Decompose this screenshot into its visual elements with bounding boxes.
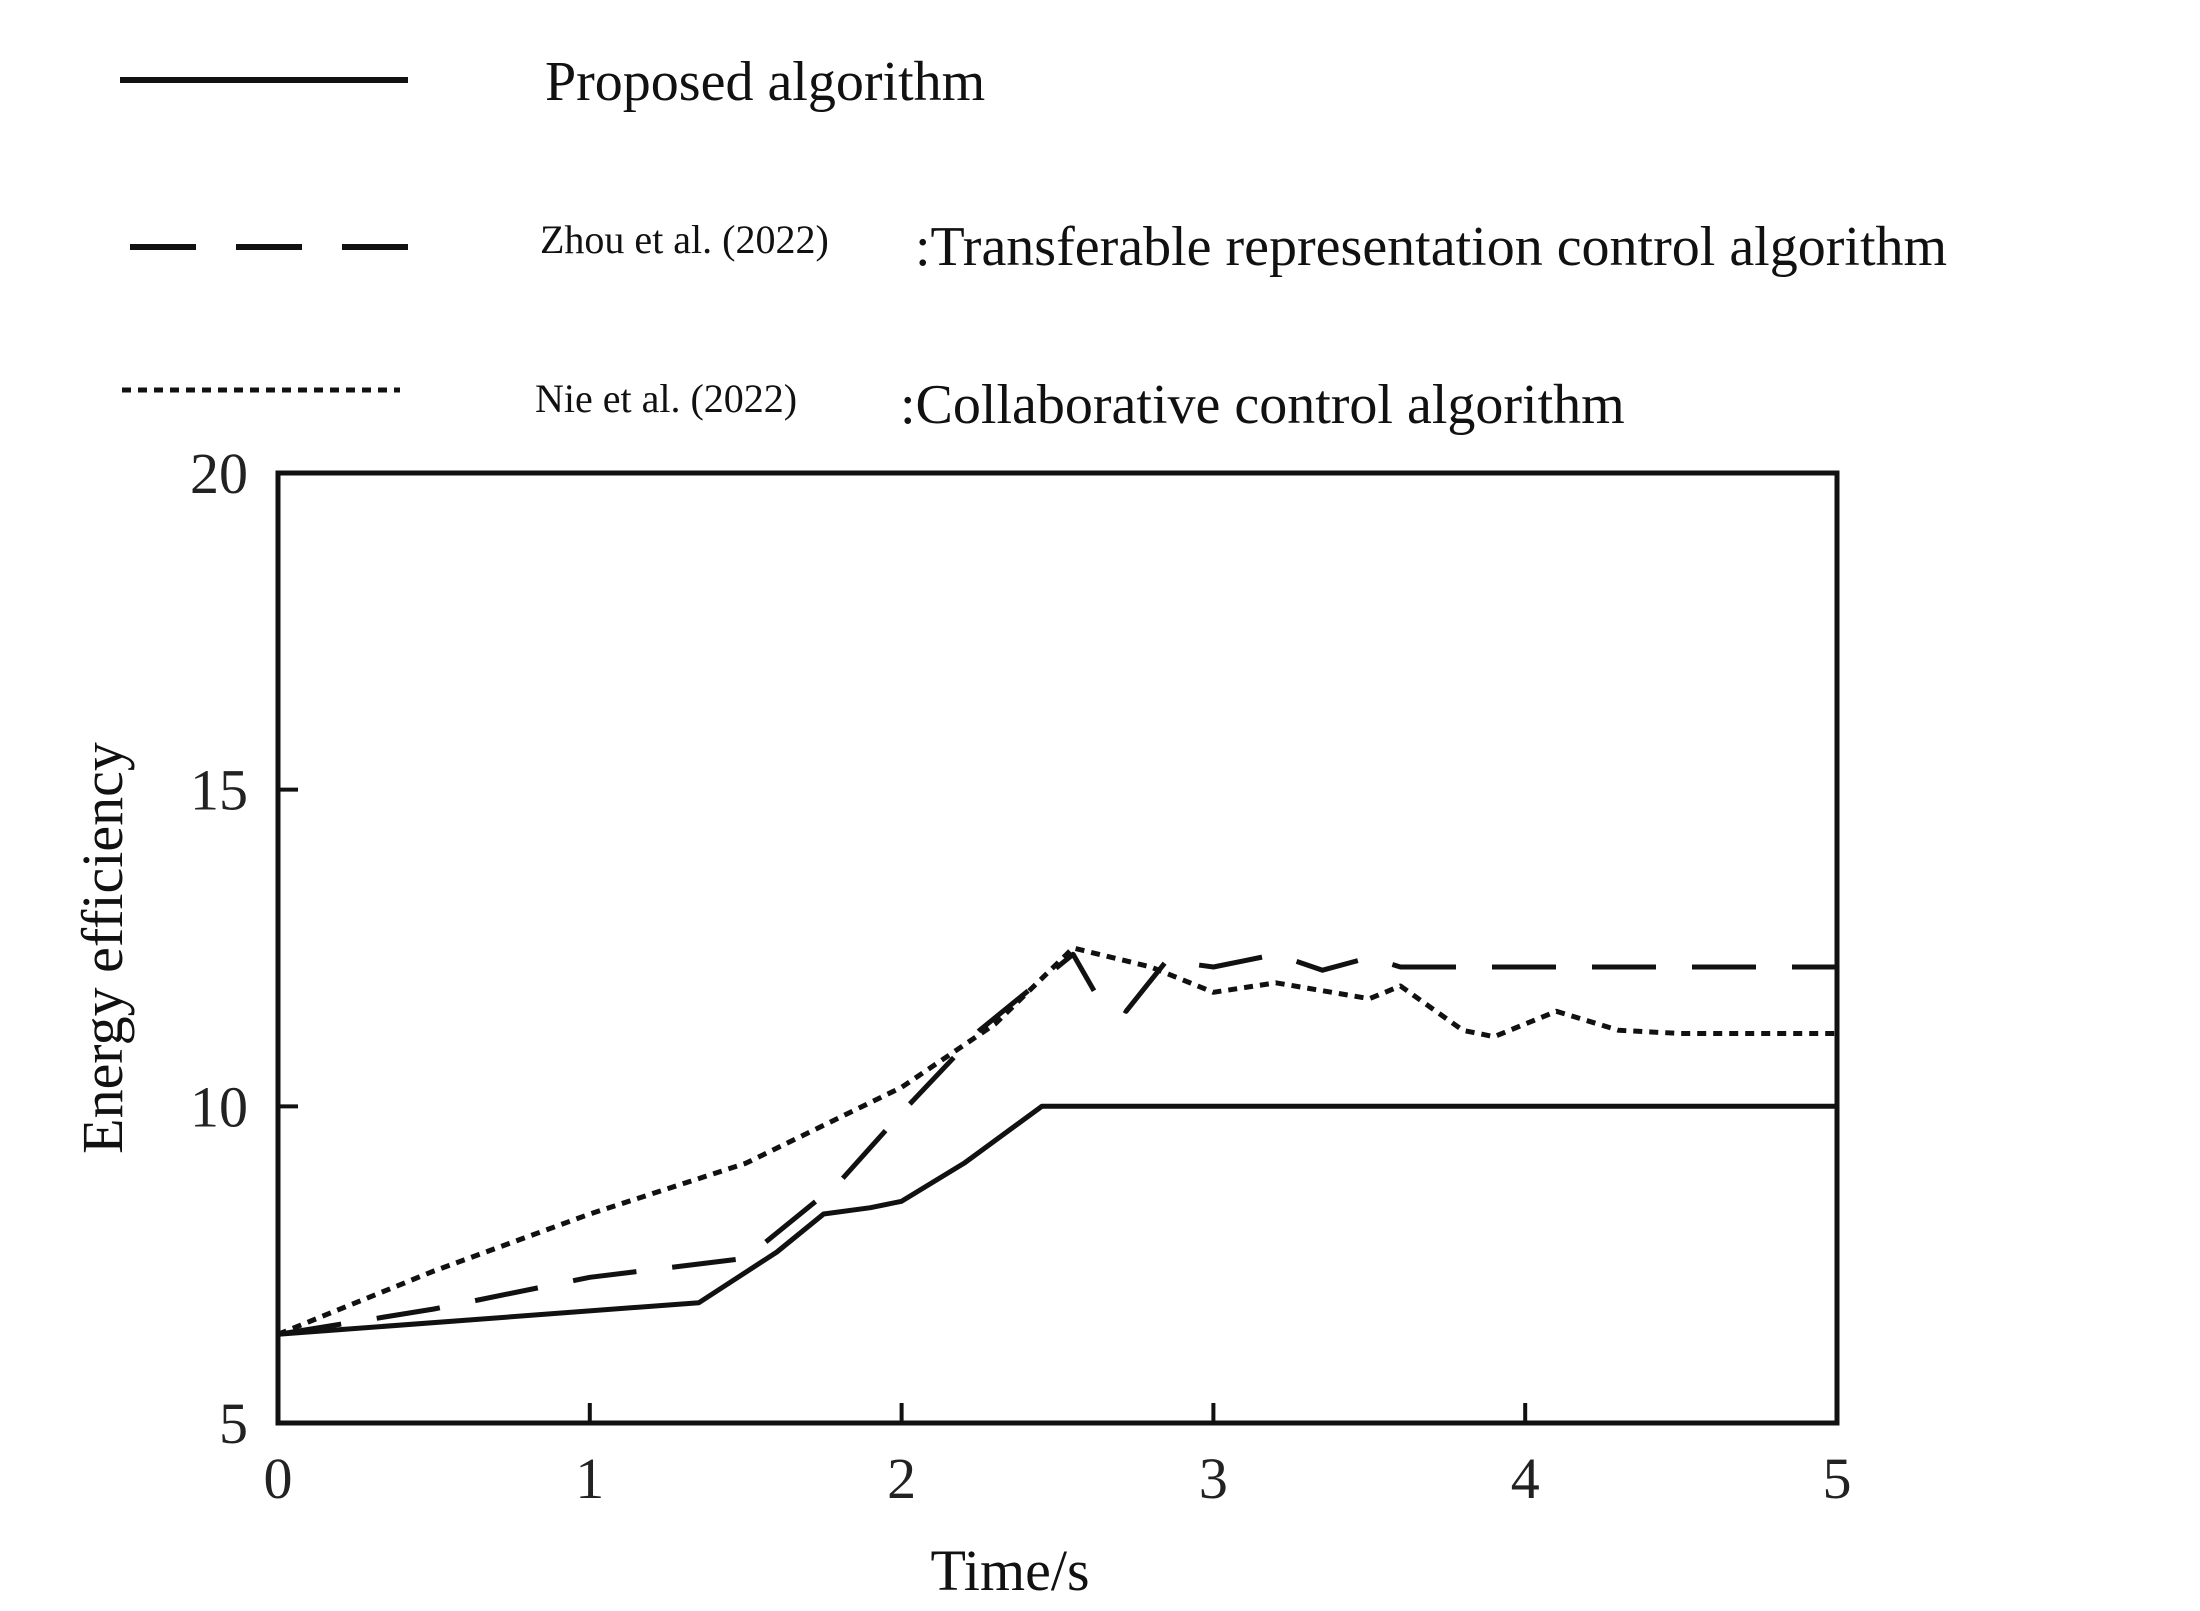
x-tick-label: 4 [1511, 1446, 1540, 1511]
series-line-zhou-et [277, 951, 1837, 1337]
series-line-nie-et [277, 945, 1837, 1337]
y-axis-title: Energy efficiency [70, 742, 135, 1154]
y-tick-label: 10 [190, 1074, 248, 1139]
legend-label-nie: :Collaborative control algorithm [900, 374, 1625, 436]
legend-label-zhou: :Transferable representation control alg… [915, 216, 1947, 278]
y-tick-label: 20 [190, 441, 248, 506]
x-tick-label: 5 [1823, 1446, 1852, 1511]
x-tick-label: 1 [575, 1446, 604, 1511]
legend: Proposed algorithm Zhou et al. (2022) :T… [120, 51, 1947, 436]
legend-entry-nie: Nie et al. (2022) :Collaborative control… [122, 374, 1625, 436]
axis-ticks [278, 787, 1528, 1423]
x-tick-label: 3 [1199, 1446, 1228, 1511]
y-tick-label: 15 [190, 758, 248, 823]
y-tick-label: 5 [219, 1391, 248, 1456]
legend-cite-zhou: Zhou et al. (2022) [540, 217, 829, 262]
legend-label-proposed: Proposed algorithm [545, 51, 985, 113]
legend-cite-nie: Nie et al. (2022) [535, 376, 797, 421]
axis-tick-labels: 0 1 2 3 4 5 5 10 15 20 [190, 441, 1852, 1511]
x-tick-label: 0 [264, 1446, 293, 1511]
series-lines [277, 945, 1837, 1337]
x-tick-label: 2 [887, 1446, 916, 1511]
series-line-proposed-algorithm [277, 1103, 1837, 1337]
plot-frame [275, 470, 1840, 1426]
legend-entry-zhou: Zhou et al. (2022) :Transferable represe… [130, 216, 1947, 278]
x-axis-title: Time/s [930, 1538, 1089, 1603]
legend-entry-proposed: Proposed algorithm [120, 51, 985, 113]
